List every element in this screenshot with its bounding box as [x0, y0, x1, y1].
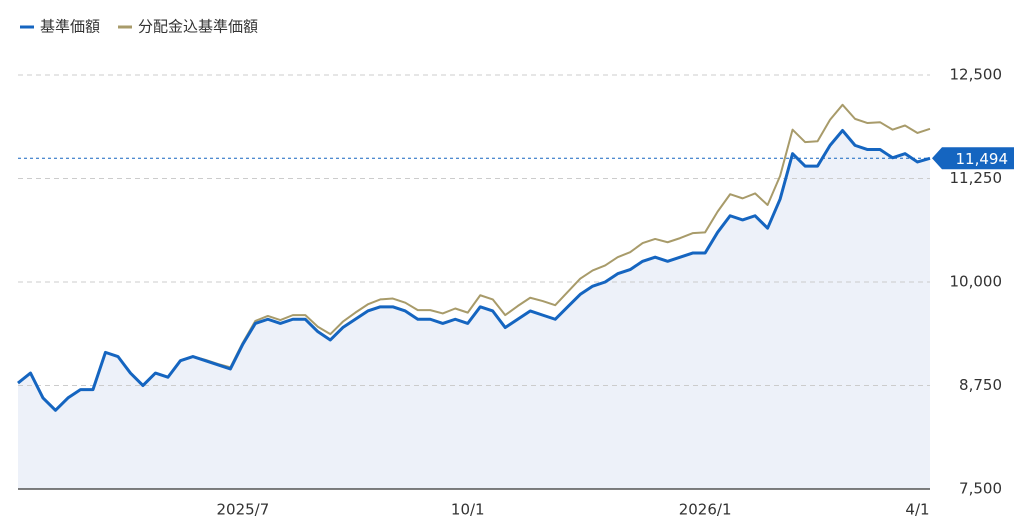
line-series — [17, 128, 931, 412]
y-tick-label: 11,250 — [950, 169, 1003, 187]
y-tick-label: 8,750 — [959, 376, 1002, 394]
y-tick-label: 10,000 — [950, 273, 1003, 291]
x-tick-label: 10/1 — [451, 501, 485, 519]
y-tick-label: 12,500 — [950, 66, 1003, 84]
x-tick-label: 4/1 — [905, 501, 929, 519]
legend-label: 分配金込基準価額 — [138, 18, 258, 36]
x-tick-label: 2026/1 — [679, 501, 732, 519]
y-tick-label: 7,500 — [959, 480, 1002, 498]
legend-label: 基準価額 — [40, 18, 100, 36]
area-fill — [18, 130, 930, 489]
current-value-badge — [932, 147, 1014, 170]
current-value-label: 11,494 — [956, 150, 1009, 168]
x-tick-label: 2025/7 — [216, 501, 269, 519]
